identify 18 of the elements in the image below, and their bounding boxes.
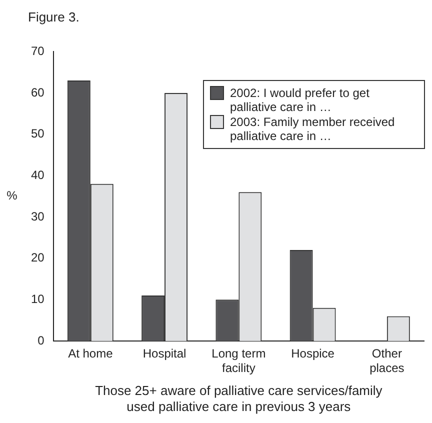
- y-axis-title: %: [6, 188, 18, 203]
- y-tick-label: 10: [30, 292, 45, 306]
- x-tick-label: Long term facility: [212, 346, 266, 375]
- y-tick-label: 0: [38, 333, 45, 348]
- legend-label: 2003: Family member received palliative care in …: [230, 115, 396, 143]
- x-tick-label: Hospice: [291, 346, 335, 361]
- legend-label: 2002: I would prefer to get palliative care in …: [230, 86, 370, 114]
- x-tick-label: At home: [68, 346, 114, 361]
- chart-title: Figure 3.: [28, 9, 80, 24]
- y-tick-label: 60: [30, 85, 45, 100]
- x-tick-label: Other places: [370, 346, 404, 375]
- x-axis-title: Those 25+ aware of palliative care services/family used palliative care in previous 3 years: [95, 383, 383, 414]
- y-tick-label: 40: [30, 168, 45, 182]
- y-tick-label: 30: [30, 209, 45, 224]
- y-tick-label: 70: [30, 44, 45, 58]
- x-tick-label: Hospital: [142, 346, 186, 361]
- y-tick-label: 20: [30, 250, 45, 265]
- y-tick-label: 50: [30, 126, 45, 141]
